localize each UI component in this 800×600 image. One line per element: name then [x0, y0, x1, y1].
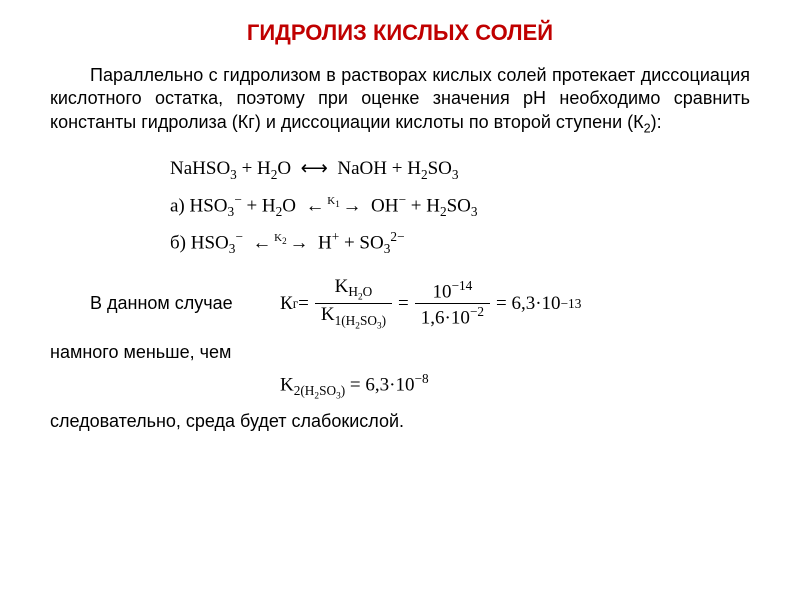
intro-paragraph: Параллельно с гидролизом в растворах кис… — [50, 64, 750, 137]
equations-block: NaHSO3 + H2O ⟷ NaOH + H2SO3 а) HSO3− + H… — [170, 151, 750, 262]
less-than-text: намного меньше, чем — [50, 342, 750, 363]
equation-1: NaHSO3 + H2O ⟷ NaOH + H2SO3 — [170, 151, 750, 187]
conclusion-text: следовательно, среда будет слабокислой. — [50, 411, 750, 432]
case-label: В данном случае — [50, 293, 280, 314]
equation-2: а) HSO3− + H2O ← K1 → OH− + H2SO3 — [170, 187, 750, 224]
k2-value: K2(H2SO3) = 6,3·10−8 — [280, 371, 750, 402]
equation-3: б) HSO3− ← K2 → H+ + SO32− — [170, 224, 750, 261]
kg-calc-row: В данном случае Кг = KH2O K1(H2SO3) = 10… — [50, 276, 750, 332]
slide-title: ГИДРОЛИЗ КИСЛЫХ СОЛЕЙ — [50, 20, 750, 46]
slide-container: ГИДРОЛИЗ КИСЛЫХ СОЛЕЙ Параллельно с гидр… — [0, 0, 800, 600]
kg-formula: Кг = KH2O K1(H2SO3) = 10−14 1,6·10−2 = 6… — [280, 276, 581, 332]
